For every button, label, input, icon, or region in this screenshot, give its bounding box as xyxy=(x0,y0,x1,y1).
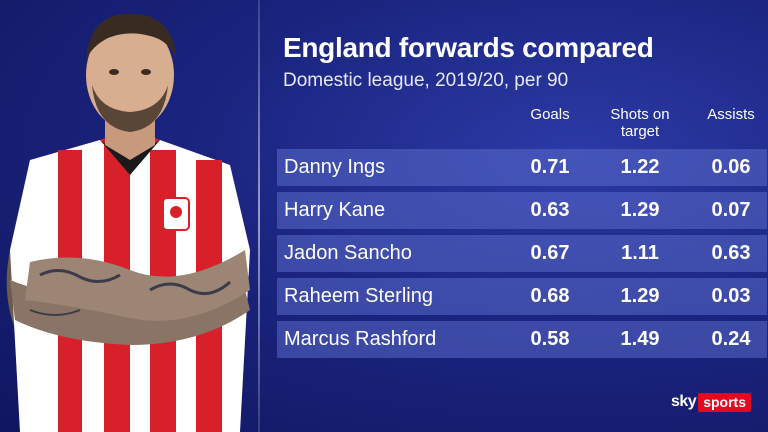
player-name: Harry Kane xyxy=(284,199,386,221)
assists-value: 0.03 xyxy=(711,285,751,307)
goals-value: 0.67 xyxy=(530,242,570,264)
goals-value: 0.58 xyxy=(530,328,570,350)
player-name: Jadon Sancho xyxy=(284,242,412,264)
column-header-goals: Goals xyxy=(530,106,570,123)
goals-value: 0.71 xyxy=(530,156,570,178)
sky-sports-logo: sky sports xyxy=(671,392,751,412)
stats-table: Danny Ings 0.71 1.22 0.06 Harry Kane 0.6… xyxy=(277,149,767,364)
page-subtitle: Domestic league, 2019/20, per 90 xyxy=(283,70,569,91)
player-name: Danny Ings xyxy=(284,156,386,178)
assists-value: 0.06 xyxy=(711,156,751,178)
assists-value: 0.24 xyxy=(711,328,751,350)
assists-value: 0.63 xyxy=(711,242,751,264)
table-row: Harry Kane 0.63 1.29 0.07 xyxy=(277,192,767,229)
shots-value: 1.49 xyxy=(620,328,660,350)
column-header-shots-line1: Shots on xyxy=(610,106,670,123)
shots-value: 1.29 xyxy=(620,199,660,221)
table-row: Jadon Sancho 0.67 1.11 0.63 xyxy=(277,235,767,272)
column-header-shots-line2: target xyxy=(620,123,660,140)
player-name: Raheem Sterling xyxy=(284,285,433,307)
shots-value: 1.22 xyxy=(620,156,660,178)
shots-value: 1.11 xyxy=(621,242,659,264)
logo-sports-text: sports xyxy=(698,392,751,412)
column-header-shots-on-target: Shots on target xyxy=(600,106,680,140)
table-row: Marcus Rashford 0.58 1.49 0.24 xyxy=(277,321,767,358)
logo-sky-text: sky xyxy=(671,393,697,410)
goals-value: 0.63 xyxy=(530,199,570,221)
vertical-divider xyxy=(258,0,260,432)
goals-value: 0.68 xyxy=(530,285,570,307)
assists-value: 0.07 xyxy=(711,199,751,221)
table-row: Danny Ings 0.71 1.22 0.06 xyxy=(277,149,767,186)
player-name: Marcus Rashford xyxy=(284,328,437,350)
table-row: Raheem Sterling 0.68 1.29 0.03 xyxy=(277,278,767,315)
shots-value: 1.29 xyxy=(620,285,660,307)
page-title: England forwards compared xyxy=(283,32,654,63)
player-photo xyxy=(0,0,258,432)
column-header-assists: Assists xyxy=(707,106,755,123)
